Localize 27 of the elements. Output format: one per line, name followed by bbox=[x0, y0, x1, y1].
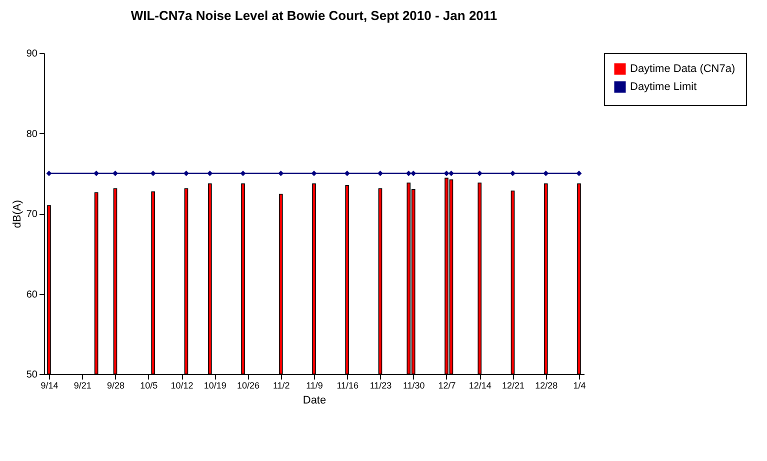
x-tick-label: 10/12 bbox=[170, 380, 194, 390]
x-axis-title: Date bbox=[302, 394, 326, 406]
x-tick-label: 9/21 bbox=[74, 380, 92, 390]
x-tick-label: 11/30 bbox=[402, 380, 425, 390]
x-tick-label: 12/21 bbox=[502, 380, 525, 390]
x-tick-label: 12/14 bbox=[468, 380, 492, 390]
legend-label: Daytime Data (CN7a) bbox=[630, 63, 736, 75]
x-tick-label: 12/7 bbox=[438, 380, 456, 390]
y-tick-label: 80 bbox=[26, 128, 38, 140]
y-tick-label: 70 bbox=[26, 209, 38, 220]
x-tick-label: 10/5 bbox=[140, 380, 158, 390]
x-tick-label: 11/2 bbox=[272, 380, 290, 390]
x-tick-label: 11/16 bbox=[336, 380, 359, 390]
x-tick-label: 10/26 bbox=[236, 380, 260, 390]
x-tick-label: 11/9 bbox=[306, 380, 323, 390]
x-tick-label: 1/4 bbox=[573, 380, 586, 390]
x-tick-label: 9/28 bbox=[106, 380, 125, 390]
legend-label: Daytime Limit bbox=[630, 81, 697, 93]
y-tick-label: 90 bbox=[26, 48, 38, 60]
x-tick-label: 9/14 bbox=[40, 380, 58, 390]
y-tick-label: 60 bbox=[26, 289, 38, 300]
x-tick-label: 12/28 bbox=[535, 380, 558, 390]
y-axis-title: dB(A) bbox=[11, 200, 24, 228]
x-tick-label: 11/23 bbox=[370, 380, 392, 390]
chart-title: WIL-CN7a Noise Level at Bowie Court, Sept 2010 - Jan 2011 bbox=[130, 8, 498, 23]
y-tick-label: 50 bbox=[26, 370, 38, 380]
x-tick-label: 10/19 bbox=[204, 380, 226, 390]
